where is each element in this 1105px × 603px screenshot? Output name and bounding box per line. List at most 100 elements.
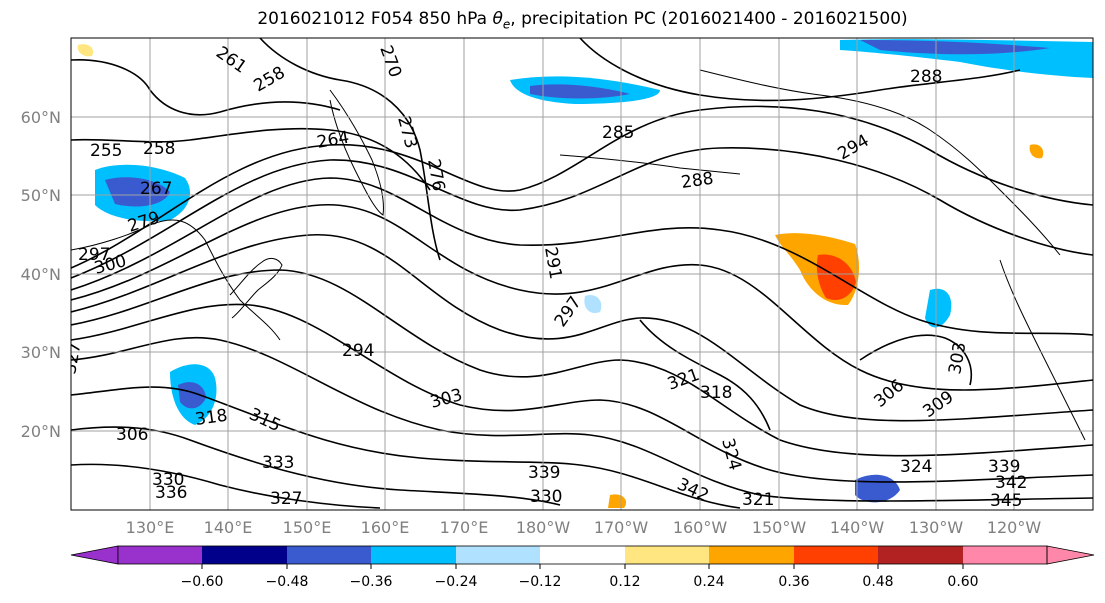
contour-label: 267 bbox=[140, 179, 172, 199]
lon-label: 130°E bbox=[126, 518, 175, 537]
map-frame bbox=[70, 37, 1094, 511]
contour-label: 297 bbox=[78, 245, 110, 265]
contour-line bbox=[579, 38, 1021, 102]
colorbar-cell-9 bbox=[794, 546, 878, 564]
colorbar-cell-2 bbox=[202, 546, 287, 564]
contour-label: 321 bbox=[742, 490, 774, 510]
contour-label: 333 bbox=[262, 453, 294, 473]
lon-label: 160°E bbox=[361, 518, 410, 537]
contour-label: 330 bbox=[530, 487, 562, 507]
colorbar-extend-high bbox=[1046, 545, 1095, 565]
lon-label: 170°W bbox=[594, 518, 649, 537]
contour-line bbox=[71, 127, 431, 191]
contour-label: 318 bbox=[700, 383, 732, 403]
contour-line bbox=[71, 234, 1093, 422]
colorbar-cell-11 bbox=[963, 546, 1047, 564]
colorbar-tick-label: 0.60 bbox=[947, 574, 978, 590]
longitude-labels: 130°E 140°E 150°E 160°E 170°E 180°W 170°… bbox=[126, 518, 1042, 537]
lat-label-50n: 50°N bbox=[21, 186, 61, 205]
coastline-namerica bbox=[999, 259, 1086, 441]
colorbar-cell-3 bbox=[287, 546, 371, 564]
coastline-japan bbox=[229, 257, 283, 319]
colorbar-tick-label: 0.24 bbox=[693, 574, 724, 590]
colorbar-cell-7 bbox=[625, 546, 709, 564]
lon-label: 170°E bbox=[440, 518, 489, 537]
colorbar-cell-4 bbox=[371, 546, 456, 564]
colorbar-cell-10 bbox=[878, 546, 963, 564]
contour-label: 318 bbox=[194, 406, 229, 430]
title-theta-symbol: θ bbox=[492, 9, 503, 29]
contour-line bbox=[71, 336, 1093, 502]
lon-label: 160°W bbox=[673, 518, 728, 537]
contour-line bbox=[259, 38, 441, 261]
colorbar-cell-6 bbox=[540, 546, 625, 564]
contour-line bbox=[71, 204, 1093, 391]
colorbar-cell-8 bbox=[709, 546, 794, 564]
lat-label-40n: 40°N bbox=[21, 265, 61, 284]
colorbar-frame bbox=[117, 545, 1048, 565]
colorbar-tick-label: −0.48 bbox=[266, 574, 309, 590]
lat-label-20n: 20°N bbox=[21, 422, 61, 441]
precip-blue-patch-coast bbox=[925, 288, 952, 328]
contour-label: 306 bbox=[116, 425, 148, 445]
contour-line bbox=[859, 334, 972, 386]
contour-line bbox=[71, 426, 561, 506]
coastline-asia bbox=[71, 219, 281, 341]
graticule bbox=[71, 38, 1093, 510]
coastline-alaska bbox=[699, 69, 1061, 256]
lon-label: 150°E bbox=[283, 518, 332, 537]
colorbar-tick-label: 0.36 bbox=[778, 574, 809, 590]
contour-line bbox=[71, 269, 1093, 457]
contour-label: 288 bbox=[680, 169, 715, 193]
contour-line bbox=[71, 463, 381, 509]
contour-label: 345 bbox=[990, 491, 1022, 511]
contour-line bbox=[71, 303, 1093, 483]
precip-orange-patch-south bbox=[608, 494, 627, 508]
latitude-labels: 60°N 50°N 40°N 30°N 20°N bbox=[21, 108, 61, 441]
coastlines bbox=[71, 69, 1086, 441]
colorbar-tick-label: −0.36 bbox=[350, 574, 393, 590]
colorbar-tick-label: −0.60 bbox=[181, 574, 224, 590]
lat-label-30n: 30°N bbox=[21, 343, 61, 362]
lon-label: 150°W bbox=[752, 518, 807, 537]
colorbar-tick-label: 0.48 bbox=[862, 574, 893, 590]
contour-line bbox=[71, 105, 1093, 269]
colorbar: −0.60 −0.48 −0.36 −0.24 −0.12 0.12 0.24 … bbox=[70, 545, 1095, 590]
colorbar-tick-label: −0.12 bbox=[519, 574, 562, 590]
contour-label: 285 bbox=[602, 123, 634, 143]
lat-label-60n: 60°N bbox=[21, 108, 61, 127]
colorbar-tick-label: 0.12 bbox=[609, 574, 640, 590]
contour-label: 258 bbox=[143, 139, 175, 159]
precip-fill-layer bbox=[77, 39, 1093, 508]
contour-label: 339 bbox=[528, 463, 560, 483]
contour-line bbox=[639, 319, 771, 431]
contour-line bbox=[71, 386, 741, 509]
map-title: 2016021012 F054 850 hPa θe, precipitatio… bbox=[0, 9, 1105, 31]
precip-darkblue-patch-kuril bbox=[178, 382, 206, 409]
title-theta-subscript: e bbox=[502, 17, 511, 32]
precip-darkblue-patch-northeast bbox=[860, 40, 1050, 55]
contour-label: 336 bbox=[155, 483, 187, 503]
precip-lightblue-patch-1 bbox=[584, 294, 602, 314]
colorbar-tick-label: −0.24 bbox=[435, 574, 478, 590]
contour-line bbox=[71, 59, 341, 116]
coastline-aleutians bbox=[559, 154, 741, 175]
colorbar-cell-5 bbox=[456, 546, 540, 564]
precip-orange-patch-2 bbox=[1029, 144, 1044, 159]
contour-label: 327 bbox=[270, 489, 302, 509]
lon-label: 140°E bbox=[204, 518, 253, 537]
contour-label: 294 bbox=[342, 341, 374, 361]
contour-label: 342 bbox=[995, 473, 1027, 493]
colorbar-cell-1 bbox=[118, 546, 202, 564]
colorbar-ticks bbox=[201, 564, 964, 569]
title-suffix: , precipitation PC (2016021400 - 2016021… bbox=[510, 9, 908, 29]
contour-line bbox=[71, 147, 1093, 279]
precip-darkblue-patch-bering bbox=[530, 84, 630, 99]
contour-label: 330 bbox=[152, 470, 184, 490]
lon-label: 130°W bbox=[909, 518, 964, 537]
precip-yellow-patch-1 bbox=[77, 44, 94, 57]
colorbar-extend-low bbox=[70, 545, 119, 565]
lon-label: 180°W bbox=[516, 518, 571, 537]
contour-label: 255 bbox=[90, 141, 122, 161]
